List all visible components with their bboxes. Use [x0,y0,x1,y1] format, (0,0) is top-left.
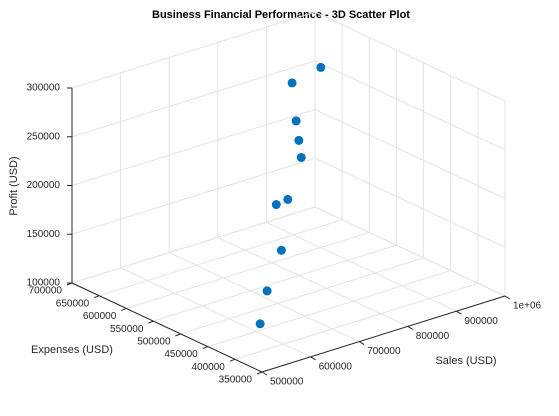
x-tick [407,325,414,330]
y-tick [202,346,208,350]
y-tick-label: 550000 [110,324,144,335]
x-tick-label: 1e+06 [513,301,542,312]
x-tick-label: 700000 [367,346,401,357]
x-tick-label: 500000 [270,377,304,388]
x-tick-label: 800000 [416,331,450,342]
x-axis-line [261,295,506,373]
grid-line [71,206,506,297]
grid-line [71,108,506,199]
z-tick-label: 300000 [27,83,61,94]
point [283,194,293,204]
grid-line [71,60,506,151]
y-axis-line [71,282,263,373]
point [276,245,286,255]
z-tick-label: 100000 [27,278,61,289]
x-tick [310,356,316,361]
y-axis-label: Expenses (USD) [31,344,113,356]
y-tick [121,307,127,311]
grid-line [71,157,506,248]
point [262,286,272,296]
y-tick-label: 700000 [29,286,63,297]
y-tick [229,358,236,362]
point [296,152,306,162]
point [255,319,265,329]
z-tick-label: 150000 [27,229,61,240]
x-tick [261,371,268,376]
point [287,78,297,88]
y-tick [175,333,181,337]
x-tick-label: 600000 [319,361,353,372]
z-axis-label: Profit (USD) [8,156,20,215]
y-tick-label: 350000 [219,375,253,386]
y-tick-label: 500000 [137,336,171,347]
point [316,62,326,72]
x-axis-label: Sales (USD) [435,355,496,367]
y-tick-label: 400000 [191,362,225,373]
y-tick [256,371,263,375]
y-tick-label: 600000 [83,311,117,322]
z-tick-label: 250000 [27,131,61,142]
point [291,116,301,126]
z-tick-label: 200000 [27,180,61,191]
x-tick [358,341,365,346]
y-tick-label: 450000 [164,349,198,360]
x-tick [504,295,511,300]
x-tick [456,310,462,315]
point [271,200,281,210]
point [294,135,304,145]
y-tick [93,295,100,299]
y-tick-label: 650000 [56,298,90,309]
x-tick-label: 900000 [464,316,498,327]
grid-line [71,11,506,102]
chart-title: Business Financial Performance - 3D Scat… [152,9,410,21]
y-tick [148,320,154,324]
